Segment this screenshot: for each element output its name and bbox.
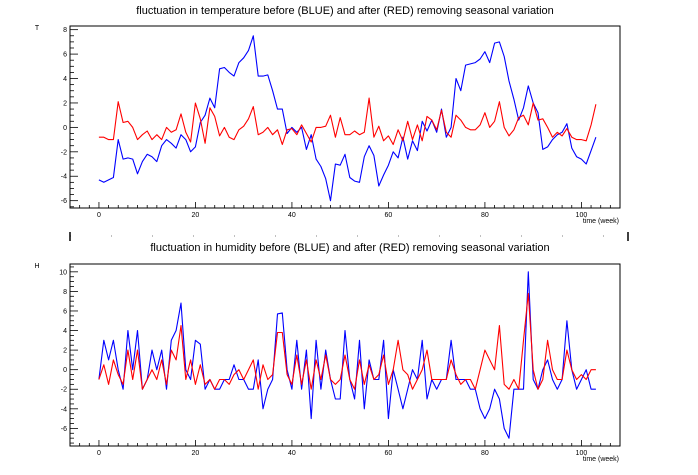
humidity-x-tick-label: 20: [192, 450, 200, 457]
temperature-chart-title: fluctuation in temperature before (BLUE)…: [136, 5, 554, 17]
humidity-series-blue-line: [98, 271, 596, 439]
humidity-y-tick-label: 4: [63, 328, 67, 335]
humidity-y-tick-label: 0: [63, 367, 67, 374]
temperature-y-tick-label: -2: [61, 149, 67, 156]
temperature-y-tick-label: -4: [61, 174, 67, 181]
humidity-x-axis-label: time (week): [583, 456, 619, 463]
temperature-ticks: 0 20 40 60 80 100 -6 -4 -2 0 2 4 6 8: [61, 27, 621, 219]
humidity-x-tick-label: 0: [97, 450, 101, 457]
temperature-x-tick-label: 60: [385, 212, 393, 219]
humidity-x-tick-label: 40: [288, 450, 296, 457]
temperature-y-tick-label: 4: [63, 76, 67, 83]
humidity-x-tick-label: 80: [481, 450, 489, 457]
humidity-x-tick-label: 60: [385, 450, 393, 457]
temperature-series-blue-line: [98, 35, 597, 202]
temperature-plot-frame: [69, 25, 621, 209]
humidity-y-tick-label: 6: [63, 308, 67, 315]
temperature-y-tick-label: 2: [63, 100, 67, 107]
humidity-y-tick-label: 8: [63, 289, 67, 296]
humidity-ticks: 0 20 40 60 80 100 -6 -4 -2 0 2 4 6 8 10: [59, 266, 621, 457]
humidity-chart: fluctuation in humidity before (BLUE) an…: [34, 242, 621, 463]
humidity-y-tick-label: -4: [61, 406, 67, 413]
humidity-y-tick-label: -2: [61, 387, 67, 394]
temperature-y-tick-label: 0: [63, 125, 67, 132]
humidity-chart-title: fluctuation in humidity before (BLUE) an…: [150, 242, 549, 254]
temperature-series-red-line: [98, 97, 597, 146]
temperature-series-lines: [98, 35, 597, 202]
temperature-x-axis-label: time (week): [583, 218, 619, 225]
humidity-series-red-line: [98, 292, 596, 390]
temperature-y-tick-label: 6: [63, 52, 67, 59]
temperature-chart: fluctuation in temperature before (BLUE)…: [35, 5, 621, 225]
humidity-x-tick-label: 100: [576, 450, 588, 457]
humidity-y-tick-label: -6: [61, 426, 67, 433]
temperature-y-tick-label: -6: [61, 198, 67, 205]
temperature-y-tick-label: 8: [63, 27, 67, 34]
humidity-y-tick-label: 2: [63, 348, 67, 355]
temperature-x-tick-label: 80: [481, 212, 489, 219]
temperature-x-tick-label: 40: [288, 212, 296, 219]
temperature-x-tick-label: 20: [192, 212, 200, 219]
humidity-y-axis-label: H: [34, 263, 39, 270]
humidity-y-tick-label: 10: [59, 269, 67, 276]
temperature-y-axis-label: T: [35, 25, 40, 32]
temperature-x-tick-label: 0: [97, 212, 101, 219]
humidity-series-lines: [98, 271, 596, 439]
temperature-x-tick-label: 100: [576, 212, 588, 219]
